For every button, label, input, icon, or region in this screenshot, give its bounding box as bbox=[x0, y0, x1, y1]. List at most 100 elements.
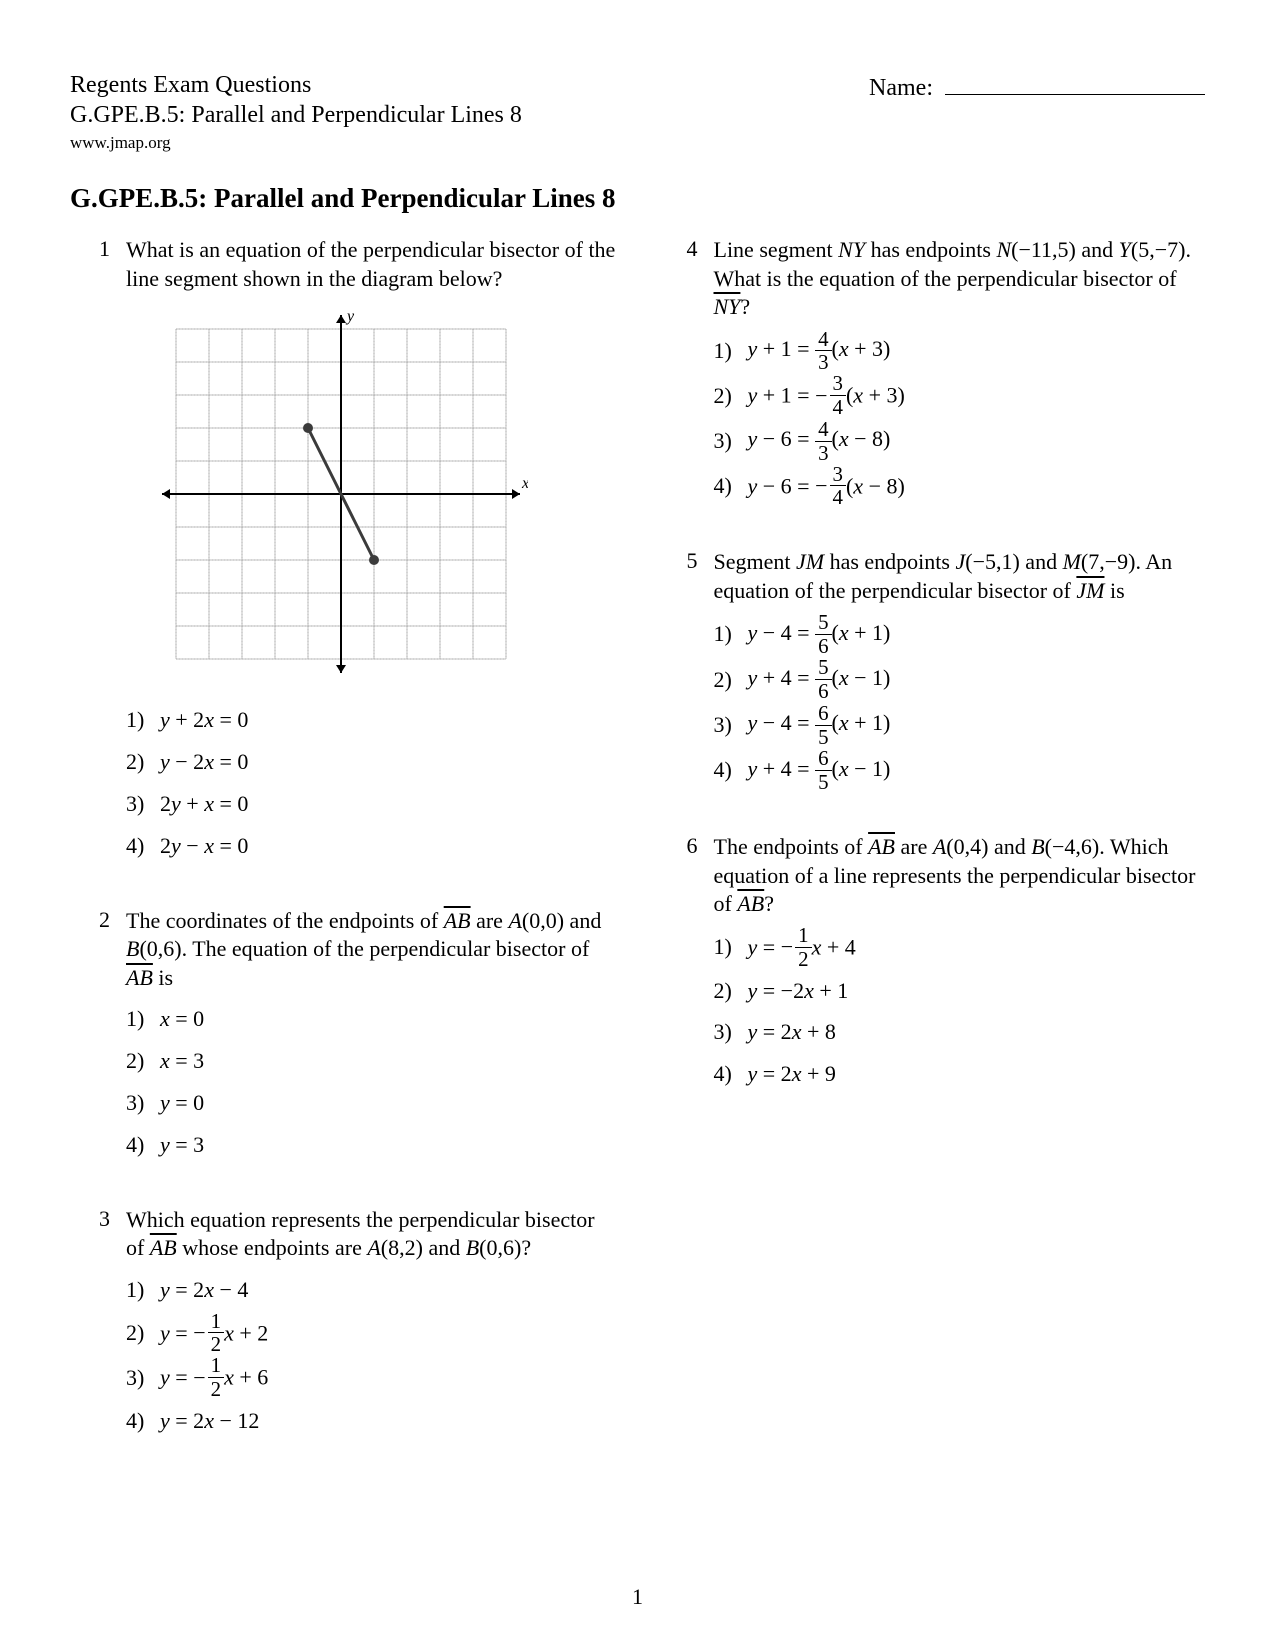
question-2: 2 The coordinates of the endpoints of AB… bbox=[70, 907, 618, 1166]
header-line2: G.GPE.B.5: Parallel and Perpendicular Li… bbox=[70, 100, 522, 130]
question-prompt: Segment JM has endpoints J(−5,1) and M(7… bbox=[714, 548, 1206, 605]
choice-equation: 2y + x = 0 bbox=[160, 783, 248, 825]
choice-equation: y = 0 bbox=[160, 1082, 204, 1124]
choice: 1)y = −12x + 4 bbox=[714, 925, 1206, 970]
page-title: G.GPE.B.5: Parallel and Perpendicular Li… bbox=[70, 183, 1205, 214]
question-body: What is an equation of the perpendicular… bbox=[126, 236, 618, 866]
question-body: Which equation represents the perpendicu… bbox=[126, 1206, 618, 1442]
choice-number: 3) bbox=[126, 1082, 160, 1124]
choice: 4)y = 3 bbox=[126, 1124, 618, 1166]
choice-number: 4) bbox=[714, 1053, 748, 1095]
page-header: Regents Exam Questions G.GPE.B.5: Parall… bbox=[70, 70, 1205, 153]
choice: 2)y = −2x + 1 bbox=[714, 970, 1206, 1012]
choice-equation: y = 3 bbox=[160, 1124, 204, 1166]
left-column: 1 What is an equation of the perpendicul… bbox=[70, 236, 618, 1482]
choice-number: 1) bbox=[714, 330, 748, 372]
choice: 3)y = 2x + 8 bbox=[714, 1011, 1206, 1053]
choice-equation: y = 2x + 8 bbox=[748, 1011, 836, 1053]
question-body: Segment JM has endpoints J(−5,1) and M(7… bbox=[714, 548, 1206, 793]
choice-number: 2) bbox=[126, 741, 160, 783]
choice: 2)y + 4 = 56(x − 1) bbox=[714, 657, 1206, 702]
question-body: Line segment NY has endpoints N(−11,5) a… bbox=[714, 236, 1206, 508]
page-number: 1 bbox=[0, 1584, 1275, 1610]
choice-equation: y − 6 = −34(x − 8) bbox=[748, 464, 905, 509]
choice-equation: x = 0 bbox=[160, 998, 204, 1040]
name-label: Name: bbox=[869, 75, 933, 101]
choice-number: 2) bbox=[126, 1312, 160, 1354]
choice: 4)y − 6 = −34(x − 8) bbox=[714, 464, 1206, 509]
choice-equation: y + 1 = −34(x + 3) bbox=[748, 373, 905, 418]
question-number: 2 bbox=[70, 907, 126, 1166]
choice-equation: y + 4 = 65(x − 1) bbox=[748, 748, 891, 793]
choice: 3)y = −12x + 6 bbox=[126, 1355, 618, 1400]
name-field: Name: bbox=[869, 70, 1205, 102]
choice-equation: y = 2x − 12 bbox=[160, 1400, 259, 1442]
choice-equation: y = 2x + 9 bbox=[748, 1053, 836, 1095]
choice: 2)y − 2x = 0 bbox=[126, 741, 618, 783]
question-6: 6 The endpoints of AB are A(0,4) and B(−… bbox=[658, 833, 1206, 1095]
question-3: 3 Which equation represents the perpendi… bbox=[70, 1206, 618, 1442]
name-blank-line[interactable] bbox=[945, 70, 1205, 95]
header-left: Regents Exam Questions G.GPE.B.5: Parall… bbox=[70, 70, 522, 153]
choice: 1)y = 2x − 4 bbox=[126, 1269, 618, 1311]
choice-number: 1) bbox=[126, 699, 160, 741]
choice: 1)y − 4 = 56(x + 1) bbox=[714, 612, 1206, 657]
choice-equation: y + 2x = 0 bbox=[160, 699, 248, 741]
choice-number: 3) bbox=[714, 420, 748, 462]
choice-list: 1)y = 2x − 42)y = −12x + 23)y = −12x + 6… bbox=[126, 1269, 618, 1442]
choice: 4)2y − x = 0 bbox=[126, 825, 618, 867]
choice-equation: y = 2x − 4 bbox=[160, 1269, 248, 1311]
choice: 3)y = 0 bbox=[126, 1082, 618, 1124]
right-column: 4 Line segment NY has endpoints N(−11,5)… bbox=[658, 236, 1206, 1482]
choice-equation: y = −2x + 1 bbox=[748, 970, 849, 1012]
choice-number: 1) bbox=[714, 926, 748, 968]
choice-equation: y = −12x + 2 bbox=[160, 1311, 268, 1356]
choice: 2)y + 1 = −34(x + 3) bbox=[714, 373, 1206, 418]
choice-number: 3) bbox=[714, 704, 748, 746]
choice-equation: y + 4 = 56(x − 1) bbox=[748, 657, 891, 702]
choice: 1)y + 1 = 43(x + 3) bbox=[714, 328, 1206, 373]
choice-number: 2) bbox=[714, 659, 748, 701]
svg-text:y: y bbox=[345, 308, 355, 325]
choice-equation: y − 6 = 43(x − 8) bbox=[748, 418, 891, 463]
header-line1: Regents Exam Questions bbox=[70, 70, 522, 100]
question-number: 3 bbox=[70, 1206, 126, 1442]
question-prompt: Line segment NY has endpoints N(−11,5) a… bbox=[714, 236, 1206, 322]
columns: 1 What is an equation of the perpendicul… bbox=[70, 236, 1205, 1482]
choice-list: 1)x = 02)x = 33)y = 04)y = 3 bbox=[126, 998, 618, 1165]
choice-number: 2) bbox=[126, 1040, 160, 1082]
choice-equation: y − 2x = 0 bbox=[160, 741, 248, 783]
choice-list: 1)y + 1 = 43(x + 3)2)y + 1 = −34(x + 3)3… bbox=[714, 328, 1206, 508]
choice-equation: y − 4 = 56(x + 1) bbox=[748, 612, 891, 657]
choice: 4)y + 4 = 65(x − 1) bbox=[714, 748, 1206, 793]
question-body: The coordinates of the endpoints of AB a… bbox=[126, 907, 618, 1166]
choice: 2)x = 3 bbox=[126, 1040, 618, 1082]
choice-equation: 2y − x = 0 bbox=[160, 825, 248, 867]
choice-equation: y + 1 = 43(x + 3) bbox=[748, 328, 891, 373]
choice-equation: x = 3 bbox=[160, 1040, 204, 1082]
choice-number: 3) bbox=[714, 1011, 748, 1053]
choice: 3)y − 6 = 43(x − 8) bbox=[714, 418, 1206, 463]
choice: 1)y + 2x = 0 bbox=[126, 699, 618, 741]
choice-number: 4) bbox=[714, 749, 748, 791]
question-prompt: The endpoints of AB are A(0,4) and B(−4,… bbox=[714, 833, 1206, 919]
coordinate-graph: xy bbox=[154, 307, 528, 681]
header-site: www.jmap.org bbox=[70, 132, 522, 153]
choice-list: 1)y − 4 = 56(x + 1)2)y + 4 = 56(x − 1)3)… bbox=[714, 612, 1206, 793]
choice-number: 4) bbox=[714, 465, 748, 507]
choice: 3)2y + x = 0 bbox=[126, 783, 618, 825]
choice-number: 4) bbox=[126, 825, 160, 867]
choice-list: 1)y + 2x = 02)y − 2x = 03)2y + x = 04)2y… bbox=[126, 699, 618, 866]
choice-number: 4) bbox=[126, 1124, 160, 1166]
choice-number: 4) bbox=[126, 1400, 160, 1442]
choice-equation: y = −12x + 6 bbox=[160, 1355, 268, 1400]
choice-equation: y = −12x + 4 bbox=[748, 925, 856, 970]
question-1: 1 What is an equation of the perpendicul… bbox=[70, 236, 618, 866]
choice-equation: y − 4 = 65(x + 1) bbox=[748, 702, 891, 747]
choice: 2)y = −12x + 2 bbox=[126, 1311, 618, 1356]
svg-text:x: x bbox=[521, 475, 528, 492]
question-prompt: What is an equation of the perpendicular… bbox=[126, 236, 618, 293]
question-prompt: The coordinates of the endpoints of AB a… bbox=[126, 907, 618, 993]
choice-number: 2) bbox=[714, 375, 748, 417]
graph-container: xy bbox=[154, 307, 618, 681]
